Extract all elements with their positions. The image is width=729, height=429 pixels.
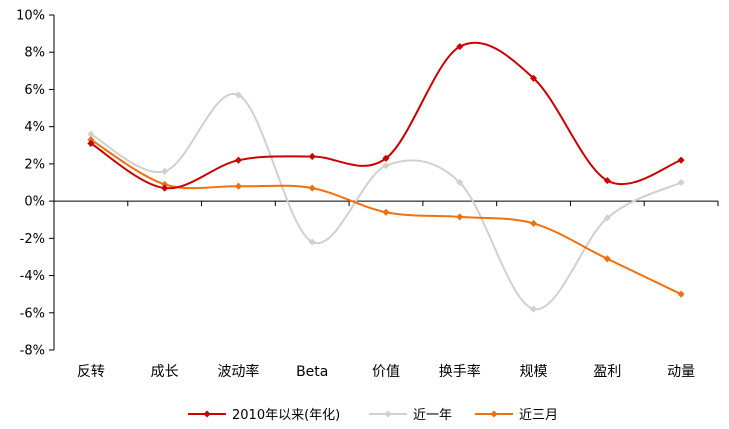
legend-label: 2010年以来(年化): [232, 408, 340, 423]
data-point: [308, 238, 316, 246]
y-tick-label: -6%: [20, 306, 45, 321]
x-tick-label: 成长: [151, 364, 179, 380]
y-tick-label: 8%: [24, 46, 45, 61]
axes-layer: 10% 8% 6% 4% 2% 0% -2% -4% -6% -8% 反转 成长 波动率 Beta 价值 换手…: [16, 9, 719, 380]
series-line: [90, 92, 682, 311]
legend-label: 近三月: [519, 408, 558, 423]
series-line: [90, 41, 682, 190]
legend-label: 近一年: [413, 408, 452, 423]
data-point: [234, 156, 242, 164]
x-tick-label: 价值: [372, 364, 400, 380]
data-point: [530, 219, 538, 227]
x-tick-label: 换手率: [439, 363, 481, 380]
data-point: [677, 156, 685, 164]
y-tick-label: 2%: [24, 157, 45, 172]
data-point: [530, 305, 538, 313]
y-tick-label: -8%: [20, 344, 45, 359]
data-point: [530, 74, 538, 82]
data-point: [382, 154, 390, 162]
data-point: [308, 184, 316, 192]
legend: 2010年以来(年化) 近一年 近三月: [188, 408, 558, 423]
data-point: [603, 177, 611, 185]
y-tick-label: 6%: [24, 83, 45, 98]
y-tick-label: -4%: [20, 269, 45, 284]
y-tick-label: 0%: [24, 195, 45, 210]
data-point: [161, 167, 169, 175]
legend-swatch-marker: [384, 410, 392, 418]
data-point: [161, 180, 169, 188]
data-point: [677, 178, 685, 187]
x-tick-label: 盈利: [593, 364, 621, 380]
legend-swatch-marker: [490, 410, 498, 418]
x-tick-label: 规模: [520, 364, 548, 380]
data-point: [382, 208, 390, 216]
data-point: [603, 214, 611, 222]
y-tick-label: 4%: [24, 120, 45, 135]
data-point: [87, 136, 95, 144]
data-point: [161, 184, 169, 192]
data-point: [677, 290, 685, 298]
legend-swatch-marker: [203, 410, 211, 418]
data-point: [456, 213, 464, 221]
x-tick-label: 波动率: [217, 363, 259, 380]
data-point: [603, 255, 611, 263]
y-tick-label: 10%: [16, 9, 45, 24]
y-tick-label: -2%: [20, 232, 45, 247]
data-point: [308, 152, 316, 160]
data-point: [234, 91, 242, 99]
data-point: [456, 178, 464, 187]
x-tick-label: Beta: [296, 364, 328, 380]
data-point: [382, 162, 390, 170]
data-point: [87, 139, 95, 147]
x-tick-label: 动量: [667, 364, 695, 380]
data-point: [456, 43, 464, 51]
series-layer: [87, 41, 685, 313]
data-point: [234, 182, 242, 190]
data-point: [87, 130, 95, 138]
x-tick-label: 反转: [77, 364, 105, 380]
